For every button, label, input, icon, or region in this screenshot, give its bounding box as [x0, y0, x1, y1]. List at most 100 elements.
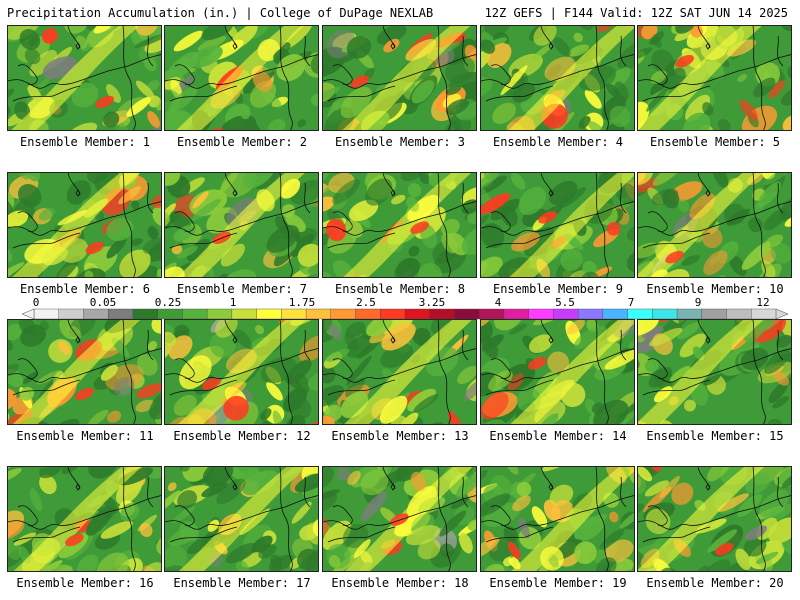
ensemble-member-label: Ensemble Member: 9: [492, 282, 624, 296]
colorbar-segment: [701, 308, 728, 320]
ensemble-map-panel: [164, 25, 319, 131]
colorbar-segment: [182, 308, 208, 320]
colorbar-segment: [479, 308, 505, 320]
colorbar-tick-label: 0.05: [89, 296, 117, 309]
colorbar-segment: [380, 308, 406, 320]
ensemble-member-label: Ensemble Member: 20: [646, 576, 784, 590]
precipitation-field-map: [8, 467, 161, 571]
precipitation-field-map: [323, 173, 476, 277]
colorbar-min-arrow: [22, 308, 35, 320]
ensemble-member-label: Ensemble Member: 13: [331, 429, 469, 443]
colorbar-tick-label: 0.25: [154, 296, 182, 309]
colorbar-segment: [231, 308, 258, 320]
ensemble-member-label: Ensemble Member: 11: [16, 429, 154, 443]
colorbar-segment: [454, 308, 480, 320]
colorbar-segment: [58, 308, 84, 320]
ensemble-map-panel: [7, 25, 162, 131]
colorbar-segment: [107, 308, 134, 320]
ensemble-member-label: Ensemble Member: 2: [176, 135, 308, 149]
ensemble-member-label: Ensemble Member: 10: [646, 282, 784, 296]
colorbar-segment: [404, 308, 431, 320]
precipitation-field-map: [165, 467, 318, 571]
ensemble-map-panel: [480, 319, 635, 425]
ensemble-map-panel: [164, 319, 319, 425]
precipitation-field-map: [323, 320, 476, 424]
precipitation-field-map: [165, 26, 318, 130]
colorbar-segment: [627, 308, 653, 320]
ensemble-member-label: Ensemble Member: 14: [489, 429, 627, 443]
colorbar-segment: [305, 308, 332, 320]
colorbar-segment: [206, 308, 233, 320]
ensemble-map-panel: [7, 319, 162, 425]
colorbar-segment: [676, 308, 703, 320]
precipitation-field-map: [638, 320, 791, 424]
colorbar-tick-label: 2.5: [356, 296, 376, 309]
precipitation-field-map: [481, 467, 634, 571]
colorbar-tick-label: 9: [694, 296, 702, 309]
model-run-info: 12Z GEFS | F144 Valid: 12Z SAT JUN 14 20…: [484, 6, 788, 20]
precipitation-field-map: [8, 320, 161, 424]
precipitation-field-map: [323, 26, 476, 130]
ensemble-member-label: Ensemble Member: 6: [19, 282, 151, 296]
ensemble-map-panel: [164, 172, 319, 278]
ensemble-member-label: Ensemble Member: 5: [649, 135, 781, 149]
colorbar-segment: [256, 308, 282, 320]
ensemble-member-label: Ensemble Member: 19: [489, 576, 627, 590]
colorbar-segment: [33, 308, 60, 320]
ensemble-member-label: Ensemble Member: 4: [492, 135, 624, 149]
ensemble-member-label: Ensemble Member: 18: [331, 576, 469, 590]
ensemble-map-panel: [322, 25, 477, 131]
colorbar-tick-label: 1: [229, 296, 237, 309]
precipitation-field-map: [638, 173, 791, 277]
ensemble-map-panel: [7, 172, 162, 278]
colorbar-segment: [429, 308, 455, 320]
precipitation-field-map: [481, 26, 634, 130]
precipitation-field-map: [165, 173, 318, 277]
colorbar-segment: [553, 308, 579, 320]
precipitation-field-map: [638, 467, 791, 571]
ensemble-member-label: Ensemble Member: 8: [334, 282, 466, 296]
ensemble-member-label: Ensemble Member: 16: [16, 576, 154, 590]
colorbar-tick-label: 4: [494, 296, 502, 309]
colorbar-segment: [157, 308, 183, 320]
colorbar-segment: [726, 308, 752, 320]
colorbar-max-arrow: [775, 308, 788, 320]
colorbar-segment: [652, 308, 678, 320]
colorbar-segment: [83, 308, 109, 320]
ensemble-member-label: Ensemble Member: 12: [173, 429, 311, 443]
ensemble-member-label: Ensemble Member: 15: [646, 429, 784, 443]
ensemble-map-panel: [480, 466, 635, 572]
colorbar-tick-label: 12: [756, 296, 770, 309]
precipitation-colorbar: [22, 308, 788, 320]
ensemble-map-panel: [322, 319, 477, 425]
precipitation-field-map: [638, 26, 791, 130]
ensemble-map-panel: [322, 466, 477, 572]
colorbar-segment: [355, 308, 381, 320]
ensemble-map-panel: [480, 25, 635, 131]
ensemble-map-panel: [164, 466, 319, 572]
precipitation-field-map: [481, 173, 634, 277]
precipitation-field-map: [481, 320, 634, 424]
ensemble-map-panel: [637, 172, 792, 278]
ensemble-member-label: Ensemble Member: 17: [173, 576, 311, 590]
ensemble-member-label: Ensemble Member: 3: [334, 135, 466, 149]
colorbar-segment: [602, 308, 629, 320]
precipitation-field-map: [8, 173, 161, 277]
ensemble-map-panel: [480, 172, 635, 278]
colorbar-segment: [577, 308, 604, 320]
precipitation-field-map: [165, 320, 318, 424]
colorbar-tick-label: 1.75: [288, 296, 316, 309]
ensemble-map-panel: [322, 172, 477, 278]
colorbar-tick-label: 0: [32, 296, 40, 309]
colorbar-tick-label: 3.25: [418, 296, 446, 309]
ensemble-map-panel: [637, 319, 792, 425]
ensemble-map-panel: [7, 466, 162, 572]
colorbar-segment: [751, 308, 777, 320]
ensemble-map-panel: [637, 25, 792, 131]
colorbar-segment: [281, 308, 307, 320]
colorbar-segment: [132, 308, 159, 320]
precipitation-field-map: [8, 26, 161, 130]
colorbar-tick-label: 7: [627, 296, 635, 309]
map-title: Precipitation Accumulation (in.) | Colle…: [7, 6, 434, 20]
precipitation-field-map: [323, 467, 476, 571]
